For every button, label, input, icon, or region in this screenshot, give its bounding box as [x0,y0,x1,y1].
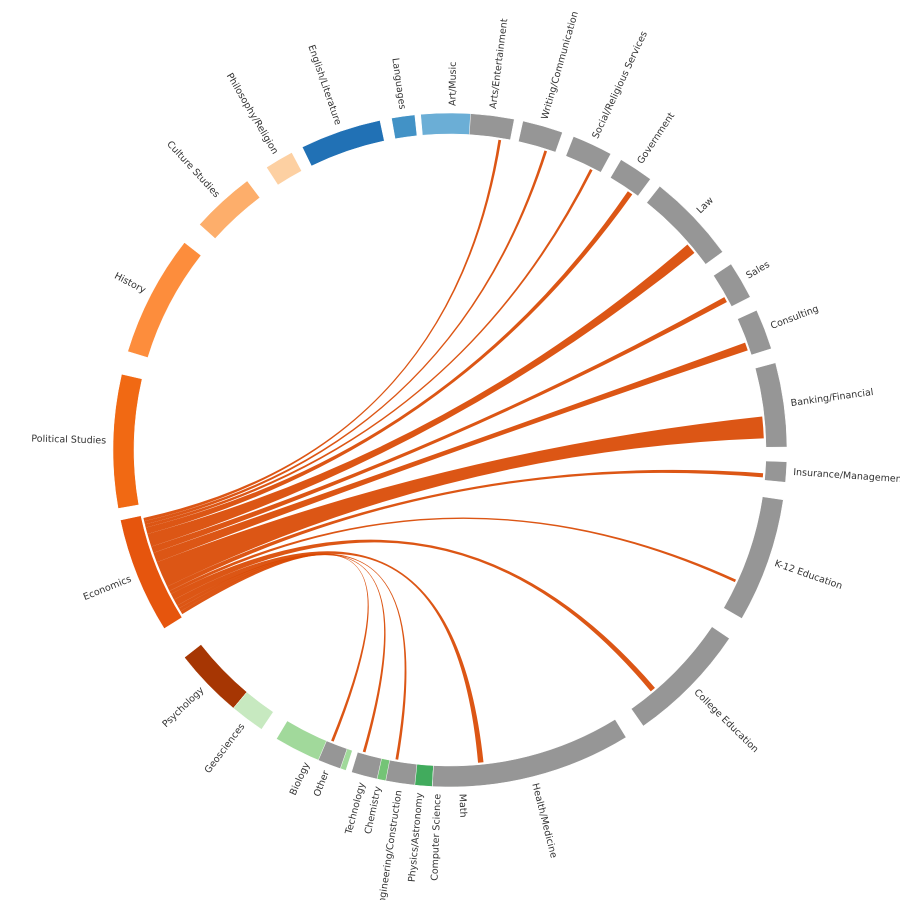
arc-college-education [630,626,730,727]
arc-philosophy-religion [266,152,302,186]
arc-segments [112,112,788,788]
arc-engineering-construction [385,759,418,786]
label-psychology: Psychology [160,685,206,730]
arc-other [317,740,348,769]
label-geosciences: Geosciences [203,721,248,775]
chord-economics-banking-financial [156,416,764,587]
arc-culture-studies [199,180,261,239]
chord-links [143,139,764,763]
label-political-studies: Political Studies [31,434,106,447]
arc-geosciences [233,691,274,730]
arc-technology [351,751,382,780]
label-other: Other [312,769,332,798]
label-biology: Biology [288,760,313,797]
label-economics: Economics [82,574,133,603]
label-english-literature: English/Literature [305,43,343,126]
arc-psychology [184,644,248,709]
label-physics-astronomy: Physics/Astronomy [407,792,426,883]
label-arts-entertainment: Arts/Entertainment [488,18,510,110]
arc-social-religious-services [565,136,612,173]
arc-consulting [737,309,772,356]
chord-economics-government [145,191,633,534]
label-insurance-management: Insurance/Management [793,467,900,485]
label-philosophy-religion: Philosophy/Religion [224,71,280,156]
arc-k-12-education [723,496,784,619]
label-law: Law [695,195,716,216]
label-sales: Sales [744,259,771,281]
arc-languages [391,114,418,140]
label-computer-science: Computer Science [429,793,443,881]
arc-law [646,185,723,265]
arc-political-studies [112,373,143,509]
chord-economics-arts-entertainment [143,139,502,522]
arc-arts-entertainment [469,113,515,141]
label-health-medicine: Health/Medicine [529,782,559,859]
arc-government [610,159,651,197]
label-languages: Languages [389,57,407,110]
label-chemistry: Chemistry [363,785,384,835]
label-government: Government [635,110,677,166]
label-engineering-construction: Engineering/Construction [376,789,405,900]
label-math: Math [457,794,469,818]
label-culture-studies: Culture Studies [164,139,221,200]
label-consulting: Consulting [769,303,820,331]
arc-economics [120,515,183,629]
arc-history [127,242,202,358]
chord-economics-consulting [153,342,748,563]
arc-health-medicine [432,719,627,788]
label-k-12-education: K-12 Education [773,558,844,592]
arc-insurance-management [764,460,788,483]
label-college-education: College Education [692,687,761,755]
label-history: History [112,271,147,297]
arc-writing-communication [518,120,563,153]
arc-banking-financial [754,362,788,448]
label-social-religious-services: Social/Religious Services [590,30,650,141]
label-art-music: Art/Music [448,62,459,106]
label-writing-communication: Writing/Communication [540,10,581,121]
arc-sales [713,263,751,307]
chord-economics-college-education [170,539,655,692]
label-banking-financial: Banking/Financial [790,387,874,409]
arc-english-literature [301,120,385,167]
